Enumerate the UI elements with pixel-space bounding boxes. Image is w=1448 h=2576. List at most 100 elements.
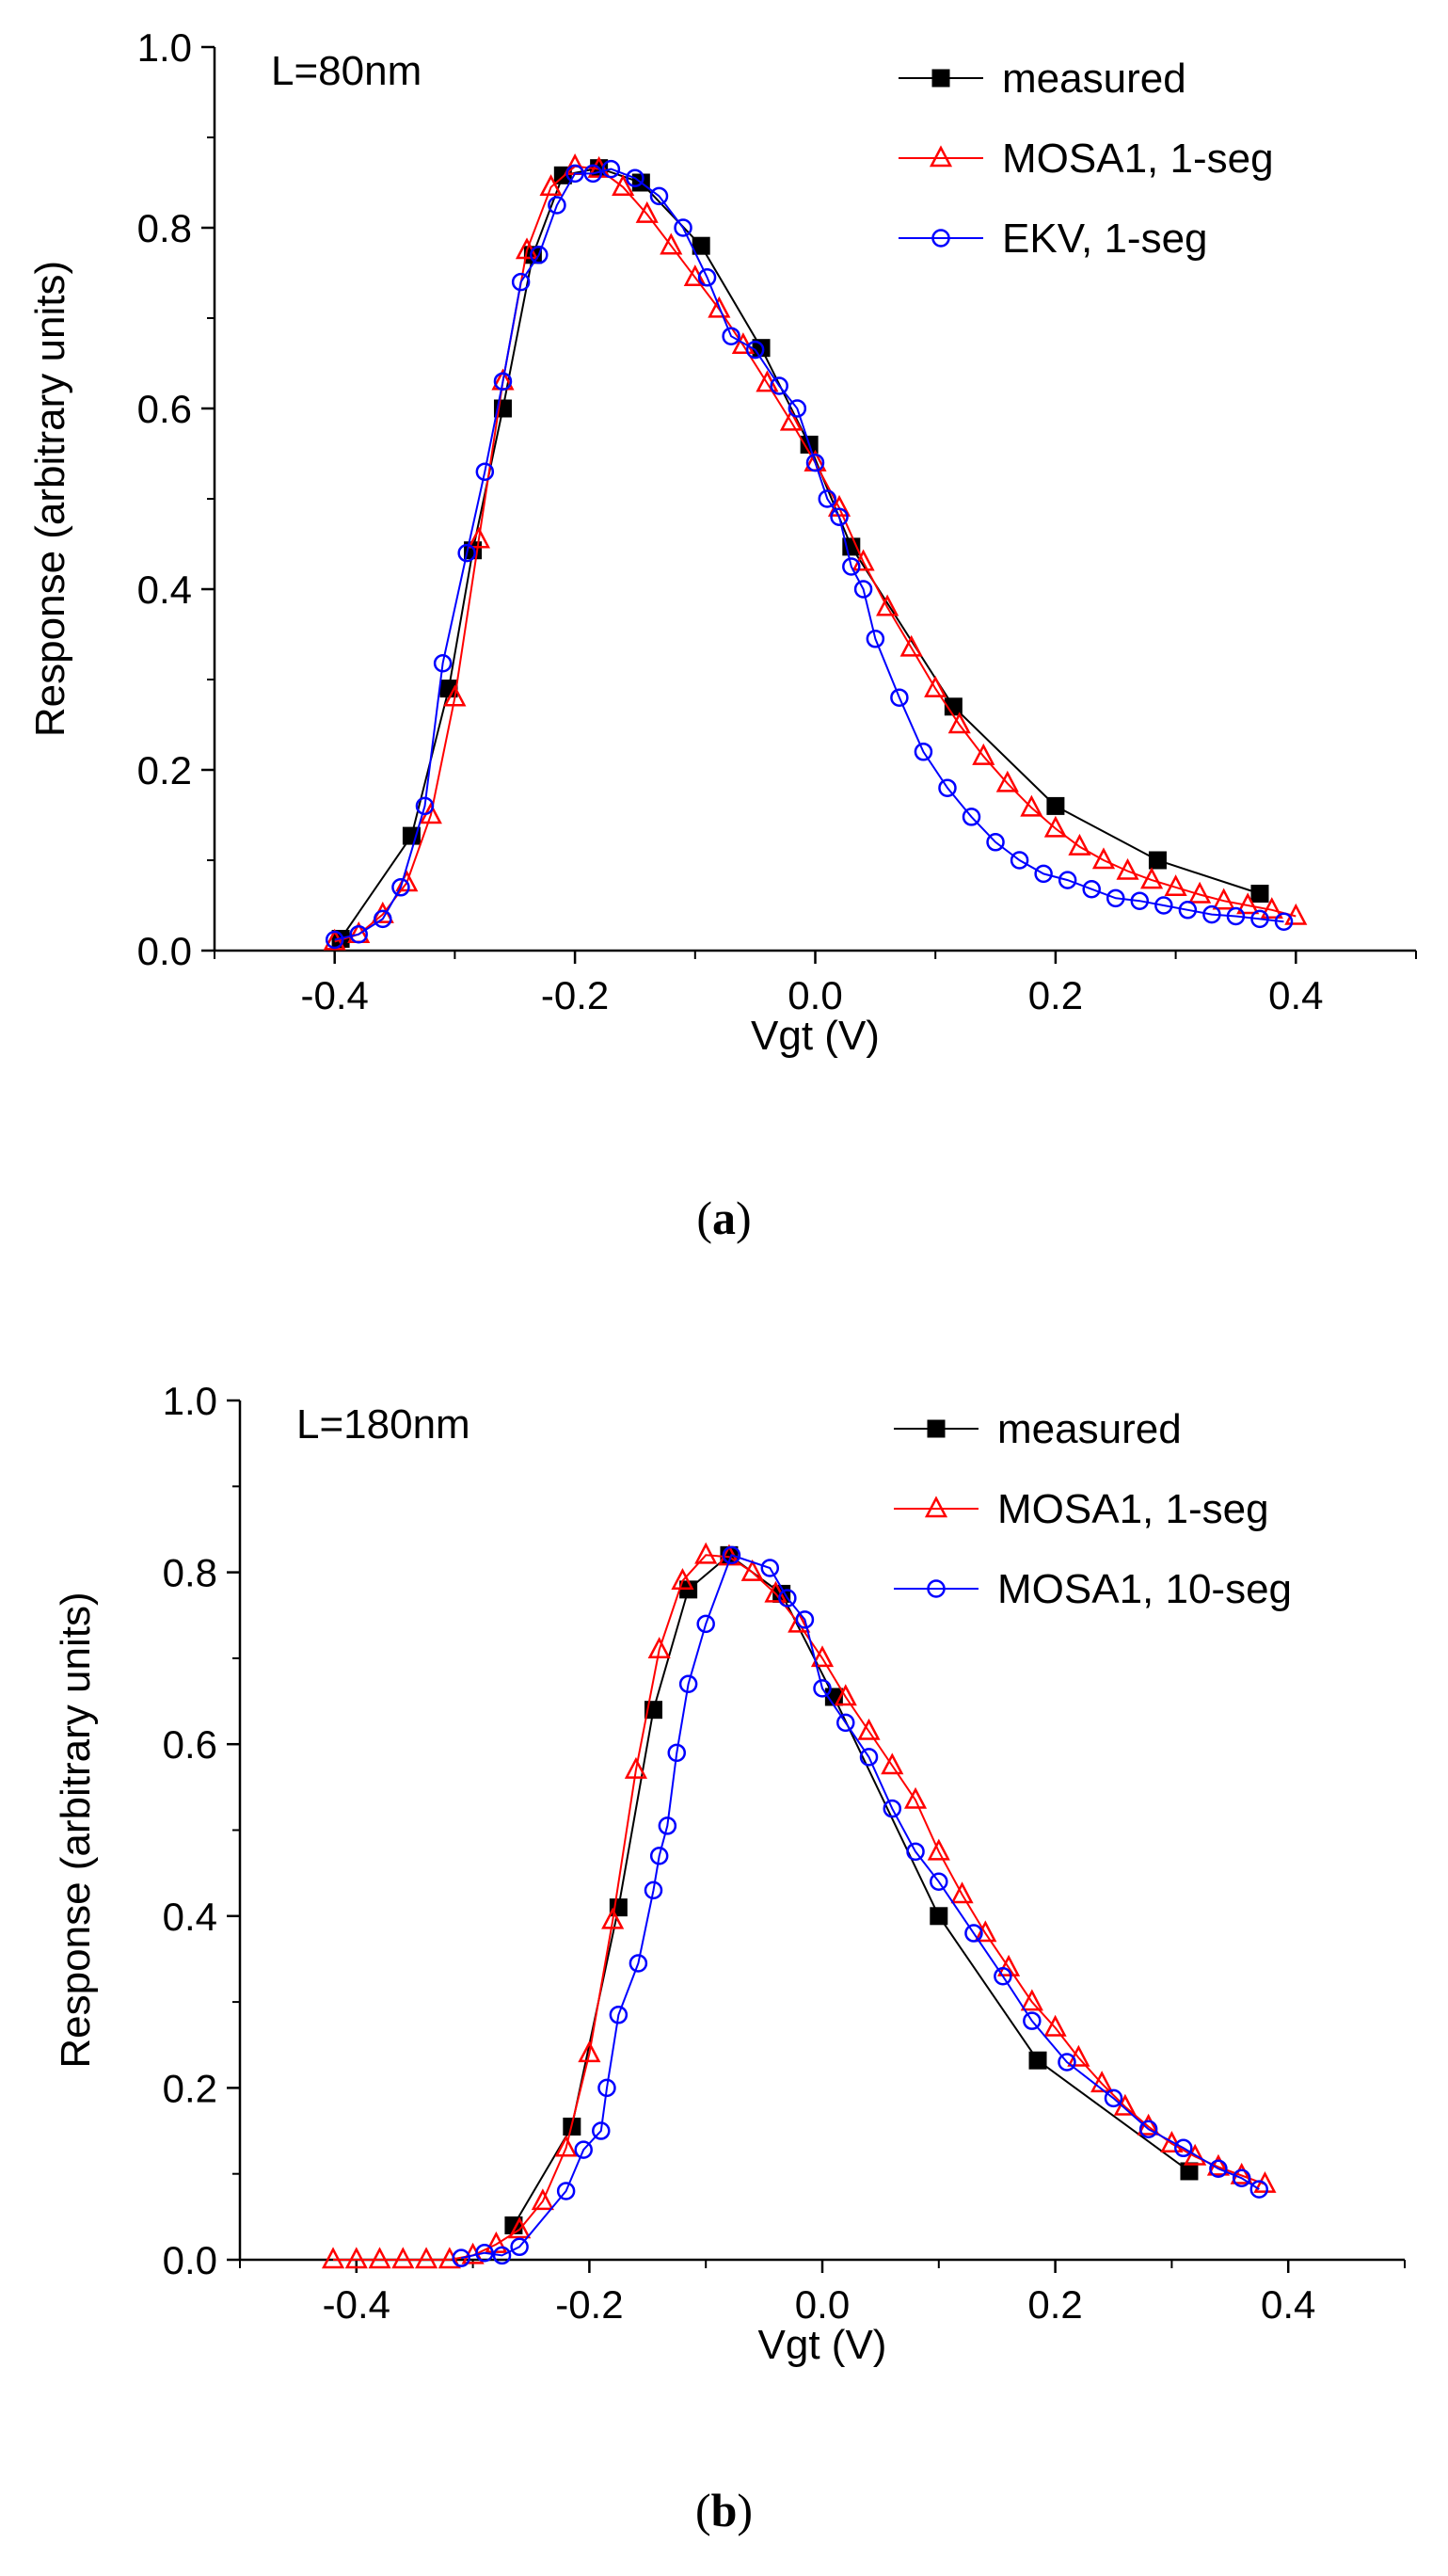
- chart-b-data-point: [649, 1847, 669, 1865]
- chart-a-xtick-label: 0.0: [788, 973, 842, 1017]
- chart-b-data-point: [994, 1966, 1012, 1986]
- chart-b-data-point: [452, 2248, 470, 2267]
- chart-b-data-point: [694, 1542, 718, 1564]
- chart-a-data-point: [938, 778, 957, 797]
- chart-b-series-line: [513, 1554, 1190, 2227]
- chart-b-data-point: [997, 1954, 1021, 1976]
- chart-a-legend: measured MOSA1, 1-seg EKV, 1-seg: [899, 56, 1274, 262]
- chart-b-data-point: [624, 1756, 647, 1779]
- chart-b-xtick-label: 0.4: [1261, 2282, 1315, 2327]
- chart-b-data-point: [1232, 2168, 1251, 2188]
- chart-b-legend-label: MOSA1, 1-seg: [997, 1486, 1269, 1532]
- chart-a-data-point: [660, 232, 683, 255]
- chart-a-data-point: [914, 743, 933, 761]
- chart-b-data-point: [609, 2006, 629, 2024]
- chart-b-data-point: [415, 2247, 438, 2269]
- chart-a-data-point: [972, 743, 995, 765]
- chart-a-data-point: [1043, 815, 1067, 838]
- chart-a-series-3: [325, 159, 1294, 950]
- chart-a-ytick-label: 0.4: [137, 568, 192, 612]
- chart-a-data-point: [1284, 903, 1308, 925]
- chart-b-legend-label: MOSA1, 10-seg: [997, 1566, 1292, 1612]
- chart-a-xtick-label: 0.4: [1268, 973, 1323, 1017]
- chart-a-data-point: [924, 675, 947, 697]
- caption-a-letter: a: [712, 1192, 736, 1244]
- chart-a-data-point: [947, 712, 971, 734]
- chart-b-data-point: [1209, 2159, 1228, 2178]
- chart-a-axes: 0.0 0.2 0.4 0.6 0.8 1.0 -0.4 -0.2 0.0 0.2 0.4: [137, 25, 1417, 1017]
- chart-b-legend: measured MOSA1, 1-seg MOSA1, 10-seg: [894, 1406, 1292, 1612]
- chart-a-data-point: [1082, 879, 1101, 899]
- chart-a-data-point: [851, 549, 875, 571]
- chart-a-legend-item: MOSA1, 1-seg: [899, 136, 1274, 182]
- chart-a-data-point: [1188, 881, 1212, 904]
- chart-a-data-point: [731, 332, 755, 355]
- chart-a-data-point: [323, 928, 346, 951]
- chart-b-series-2: [321, 1542, 1277, 2269]
- chart-a-data-point: [467, 526, 491, 549]
- chart-b-ytick-label: 0.8: [163, 1551, 217, 1595]
- chart-a-ylabel: Response (arbitrary units): [27, 261, 73, 737]
- chart-b-data-point: [574, 2140, 593, 2159]
- chart-a-data-point: [962, 808, 981, 826]
- chart-a-data-point: [1091, 847, 1116, 870]
- chart-a-legend-label: MOSA1, 1-seg: [1002, 136, 1274, 182]
- chart-a-data-point: [539, 174, 563, 197]
- chart-b-data-point: [1138, 2120, 1158, 2138]
- chart-b-data-point: [1058, 2053, 1076, 2072]
- chart-a-data-point: [1046, 796, 1065, 815]
- chart-a-data-point: [583, 164, 603, 184]
- chart-a-data-point: [349, 924, 368, 944]
- chart-a-data-point: [876, 594, 899, 616]
- chart-b-data-point: [1043, 2014, 1067, 2037]
- chart-a-data-point: [674, 218, 692, 237]
- chart-b-data-point: [1249, 2180, 1268, 2199]
- figure-a: 0.0 0.2 0.4 0.6 0.8 1.0 -0.4 -0.2 0.0 0.2 0.4 Vgt (…: [27, 25, 1417, 1244]
- chart-b-legend-marker: [927, 1579, 946, 1598]
- chart-a-ytick-label: 1.0: [137, 25, 192, 70]
- chart-b-data-point: [950, 1881, 974, 1904]
- chart-a-legend-marker: [931, 69, 950, 88]
- chart-a-data-point: [1130, 891, 1150, 910]
- chart-a-data-point: [457, 543, 476, 563]
- chart-a-data-point: [853, 580, 873, 599]
- chart-a-data-point: [530, 246, 549, 264]
- chart-b-data-point: [531, 2188, 554, 2211]
- chart-a-data-point: [374, 909, 392, 929]
- chart-b-data-point: [883, 1799, 902, 1818]
- chart-a-xtick-label: -0.2: [541, 973, 609, 1017]
- chart-a-data-point: [788, 399, 807, 418]
- chart-b-data-point: [778, 1589, 797, 1608]
- chart-a-data-point: [1178, 901, 1198, 920]
- chart-b-data-point: [760, 1559, 780, 1577]
- chart-a-data-point: [433, 653, 453, 673]
- chart-a-data-point: [995, 770, 1019, 792]
- chart-b-ytick-label: 0.0: [163, 2238, 217, 2282]
- chart-b-svg: 0.0 0.2 0.4 0.6 0.8 1.0 -0.4 -0.2 0.0 0.2 0.4 Vgt (…: [53, 1379, 1406, 2368]
- chart-a-legend-item: measured: [899, 56, 1186, 102]
- chart-b-ytick-label: 0.6: [163, 1722, 217, 1767]
- chart-a-data-point: [1106, 888, 1125, 908]
- chart-a-data-point: [1250, 909, 1269, 929]
- chart-b-data-point: [964, 1924, 983, 1943]
- chart-b-legend-marker: [924, 1496, 948, 1518]
- chart-b-data-point: [1028, 2051, 1047, 2070]
- chart-a-data-point: [626, 168, 644, 187]
- chart-a-data-point: [493, 372, 513, 391]
- chart-b-data-point: [609, 1898, 628, 1917]
- chart-a-data-point: [818, 489, 837, 508]
- chart-a-data-point: [601, 159, 621, 179]
- chart-b-data-point: [836, 1713, 855, 1733]
- chart-b-data-point: [1180, 2162, 1199, 2181]
- chart-b-data-point: [834, 1684, 857, 1706]
- chart-a-annotation: L=80nm: [271, 48, 422, 94]
- chart-b-ylabel: Response (arbitrary units): [53, 1592, 99, 2068]
- chart-b-data-point: [556, 2182, 576, 2200]
- chart-b-xtick-label: 0.0: [795, 2282, 850, 2327]
- chart-b-data-point: [813, 1679, 832, 1698]
- chart-a-legend-label: EKV, 1-seg: [1002, 216, 1208, 262]
- chart-b-legend-item: MOSA1, 1-seg: [894, 1486, 1269, 1532]
- chart-a-legend-label: measured: [1002, 56, 1186, 102]
- chart-b-data-point: [510, 2237, 529, 2257]
- chart-b-data-point: [578, 2040, 601, 2063]
